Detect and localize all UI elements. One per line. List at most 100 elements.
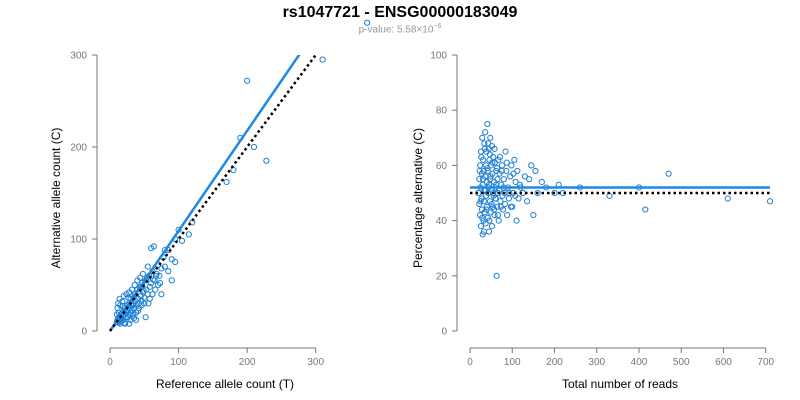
data-point: [495, 217, 502, 224]
data-point: [479, 214, 486, 221]
data-point: [494, 176, 501, 183]
data-point: [130, 315, 138, 322]
data-point: [121, 319, 128, 326]
x-axis-label: Reference allele count (T): [156, 377, 294, 391]
data-point: [161, 263, 168, 270]
y-tick-label: 20: [436, 271, 448, 282]
data-point: [131, 281, 138, 289]
data-point: [129, 302, 136, 309]
x-tick-label: 200: [239, 357, 256, 368]
data-point: [484, 165, 491, 172]
x-tick-label: 0: [467, 357, 473, 368]
data-point: [485, 140, 492, 147]
x-tick-label: 100: [504, 357, 521, 368]
data-point: [508, 162, 515, 169]
y-tick-label: 100: [70, 235, 87, 246]
data-point: [135, 307, 142, 314]
data-point: [498, 167, 505, 175]
data-point: [484, 167, 491, 175]
data-point: [507, 203, 515, 210]
data-point: [532, 167, 539, 175]
data-point: [145, 300, 152, 307]
y-tick-label: 200: [70, 143, 87, 154]
data-point: [503, 159, 510, 166]
data-point: [505, 195, 512, 202]
y-axis-label: Alternative allele count (C): [49, 128, 63, 269]
data-point: [481, 145, 488, 152]
x-tick-label: 200: [546, 357, 563, 368]
data-point: [493, 165, 501, 172]
plot-panel-right: 0 100 200 300 400 500 600 700 0 20 40 60 80 100 Total …: [411, 51, 775, 392]
data-point: [486, 217, 493, 224]
x-tick-label: 700: [757, 357, 774, 368]
data-point: [156, 280, 164, 287]
data-point: [497, 203, 504, 210]
data-point: [185, 231, 192, 238]
data-point: [168, 256, 175, 263]
chart-title: rs1047721 - ENSG00000183049: [282, 4, 518, 21]
data-point: [125, 294, 132, 301]
x-tick-label: 100: [170, 357, 187, 368]
data-point: [479, 134, 486, 141]
data-point: [490, 189, 497, 197]
x-tick-label: 600: [715, 357, 732, 368]
data-point: [506, 189, 513, 197]
data-point: [168, 277, 175, 284]
data-point: [319, 56, 326, 63]
data-point: [496, 154, 504, 161]
data-point: [494, 211, 501, 219]
data-point: [490, 206, 498, 213]
plot-panel-left: 0 100 200 300 0 100 200 300 Reference allele cou…: [49, 19, 371, 391]
y-tick-label: 0: [441, 327, 447, 338]
data-point: [156, 272, 163, 279]
data-point: [488, 223, 496, 230]
data-point: [477, 198, 484, 205]
data-point: [501, 200, 509, 208]
data-point: [528, 162, 535, 169]
x-tick-label: 0: [107, 357, 113, 368]
data-point: [152, 272, 160, 279]
data-point: [165, 268, 172, 275]
data-point: [478, 154, 485, 161]
data-point: [492, 195, 499, 202]
data-point: [152, 286, 159, 293]
data-point: [158, 265, 165, 272]
data-point: [491, 145, 498, 152]
data-point: [493, 272, 500, 279]
data-point: [483, 203, 491, 210]
data-point: [521, 173, 529, 180]
data-point: [149, 291, 156, 298]
data-point: [480, 198, 488, 205]
data-point: [530, 211, 537, 219]
p-value-exponent: −6: [433, 23, 442, 30]
data-point: [482, 129, 489, 136]
data-point: [142, 314, 149, 321]
data-point: [766, 198, 774, 205]
data-point: [488, 200, 495, 208]
y-tick-label: 60: [436, 161, 448, 172]
data-point: [511, 156, 518, 163]
data-point: [490, 154, 497, 161]
data-point: [504, 211, 511, 219]
data-point: [172, 258, 179, 266]
data-point: [476, 167, 483, 175]
data-point: [483, 206, 490, 213]
data-point: [244, 77, 251, 84]
data-point: [178, 237, 186, 244]
x-axis-label: Total number of reads: [562, 377, 678, 391]
data-point: [534, 189, 541, 197]
data-point: [486, 151, 493, 158]
data-point: [121, 320, 129, 327]
y-tick-label: 100: [430, 51, 447, 62]
data-point: [502, 148, 509, 155]
data-point: [476, 176, 483, 183]
x-tick-label: 500: [673, 357, 690, 368]
data-point: [144, 263, 151, 270]
data-point: [503, 167, 510, 175]
data-point: [119, 298, 126, 305]
data-point: [477, 162, 484, 169]
data-point: [642, 206, 649, 213]
data-point: [477, 223, 485, 230]
data-point: [500, 176, 507, 183]
